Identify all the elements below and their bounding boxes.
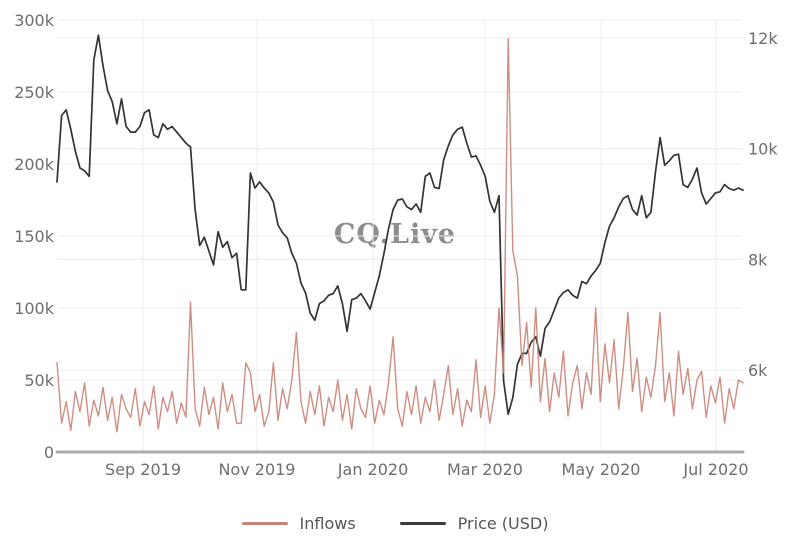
price-line <box>56 34 744 416</box>
x-tick-label: May 2020 <box>562 460 641 479</box>
y-left-tick-label: 0 <box>44 443 54 462</box>
legend-label-inflows: Inflows <box>299 514 356 533</box>
inflows-line <box>56 38 744 433</box>
x-tick-label: Mar 2020 <box>447 460 523 479</box>
y-left-tick-label: 250k <box>14 83 55 102</box>
y-left-tick-label: 300k <box>14 11 55 30</box>
y-right-tick-label: 8k <box>748 250 768 269</box>
x-tick-label: Jul 2020 <box>682 460 748 479</box>
x-tick-label: Jan 2020 <box>337 460 408 479</box>
y-left-tick-label: 100k <box>14 299 55 318</box>
y-right-tick-label: 6k <box>748 361 768 380</box>
watermark: CQ.Live <box>333 219 457 250</box>
price-line-swatch-icon <box>399 522 446 525</box>
x-tick-label: Nov 2019 <box>218 460 295 479</box>
legend-item-inflows[interactable]: Inflows <box>241 514 356 533</box>
legend-label-price: Price (USD) <box>457 514 549 533</box>
legend-item-price[interactable]: Price (USD) <box>399 514 549 533</box>
y-left-tick-label: 150k <box>14 227 55 246</box>
inflows-line-swatch-icon <box>241 522 288 525</box>
y-right-tick-label: 10k <box>748 140 778 159</box>
y-left-tick-label: 200k <box>14 155 55 174</box>
x-tick-label: Sep 2019 <box>105 460 181 479</box>
chart-legend: Inflows Price (USD) <box>0 514 790 533</box>
y-right-tick-label: 12k <box>748 29 778 48</box>
y-left-tick-label: 50k <box>24 371 54 390</box>
